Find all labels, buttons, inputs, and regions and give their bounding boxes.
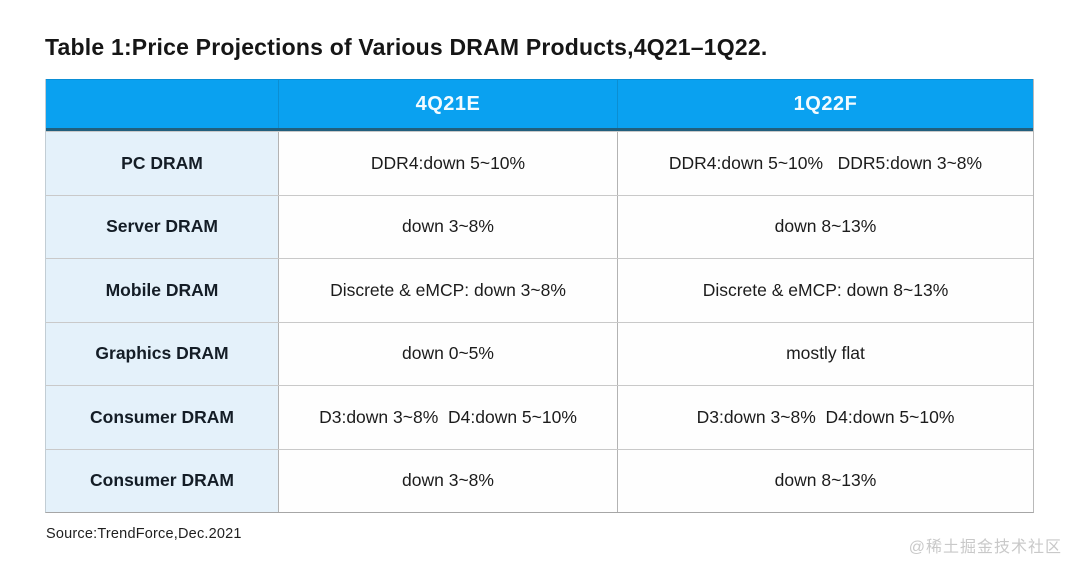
header-product-column	[46, 80, 278, 128]
cell-4q21e: down 3~8%	[278, 449, 617, 512]
row-label: Graphics DRAM	[46, 322, 278, 385]
page-title: Table 1:Price Projections of Various DRA…	[45, 34, 768, 60]
cell-1q22f: down 8~13%	[617, 195, 1033, 258]
table-row: PC DRAM DDR4:down 5~10% DDR4:down 5~10% …	[46, 131, 1033, 195]
cell-4q21e: Discrete & eMCP: down 3~8%	[278, 259, 617, 322]
cell-4q21e: down 3~8%	[278, 195, 617, 258]
row-label: Server DRAM	[46, 195, 278, 258]
row-label: Consumer DRAM	[46, 386, 278, 449]
row-label: Consumer DRAM	[46, 449, 278, 512]
dram-price-projection-table: 4Q21E 1Q22F PC DRAM DDR4:down 5~10% DDR4…	[45, 79, 1034, 513]
table-row: Consumer DRAM D3:down 3~8% D4:down 5~10%…	[46, 385, 1033, 449]
table-header-row: 4Q21E 1Q22F	[46, 79, 1033, 131]
cell-1q22f: mostly flat	[617, 322, 1033, 385]
header-4q21e: 4Q21E	[278, 80, 617, 128]
cell-1q22f: D3:down 3~8% D4:down 5~10%	[617, 386, 1033, 449]
row-label: Mobile DRAM	[46, 259, 278, 322]
cell-4q21e: D3:down 3~8% D4:down 5~10%	[278, 386, 617, 449]
cell-4q21e: down 0~5%	[278, 322, 617, 385]
cell-1q22f: down 8~13%	[617, 449, 1033, 512]
source-note: Source:TrendForce,Dec.2021	[46, 526, 242, 542]
watermark: @稀土掘金技术社区	[908, 539, 1062, 556]
cell-4q21e: DDR4:down 5~10%	[278, 132, 617, 195]
cell-1q22f: Discrete & eMCP: down 8~13%	[617, 259, 1033, 322]
table-row: Mobile DRAM Discrete & eMCP: down 3~8% D…	[46, 258, 1033, 322]
table-row: Server DRAM down 3~8% down 8~13%	[46, 194, 1033, 258]
row-label: PC DRAM	[46, 132, 278, 195]
header-1q22f: 1Q22F	[617, 80, 1033, 128]
table-row: Graphics DRAM down 0~5% mostly flat	[46, 321, 1033, 385]
cell-1q22f: DDR4:down 5~10% DDR5:down 3~8%	[617, 132, 1033, 195]
table-row: Consumer DRAM down 3~8% down 8~13%	[46, 448, 1033, 512]
